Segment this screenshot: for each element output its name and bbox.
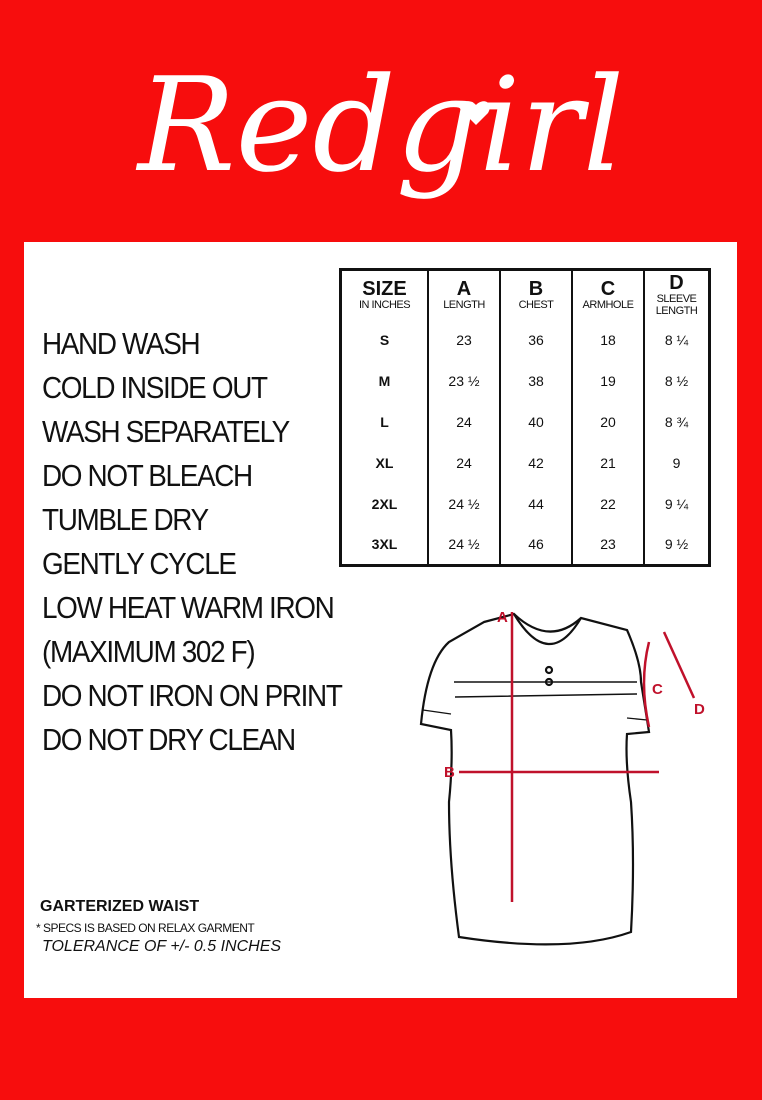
value-cell: 40 — [499, 401, 572, 443]
size-cell: S — [379, 332, 390, 348]
care-item: WASH SEPARATELY — [42, 414, 290, 449]
value-cell: 23 — [427, 319, 500, 361]
value-cell: 9 — [643, 442, 710, 484]
value-cell: 19 — [571, 360, 644, 402]
measure-lines — [459, 612, 696, 902]
care-item: HAND WASH — [42, 326, 201, 361]
size-cell: 2XL — [371, 496, 398, 512]
value-cell: 23 — [571, 524, 644, 566]
value-cell: 9 ½ — [643, 524, 710, 566]
table-row: M 23 ½ 38 19 8 ½ — [341, 360, 710, 402]
column-letter: A — [456, 278, 472, 301]
value-cell: 18 — [571, 319, 644, 361]
care-item: TUMBLE DRY — [42, 502, 209, 537]
size-cell: M — [378, 373, 391, 389]
tolerance-note: TOLERANCE OF +/- 0.5 INCHES — [42, 938, 282, 955]
size-cell: L — [380, 414, 389, 430]
column-label: SLEEVE LENGTH — [655, 293, 698, 318]
label-b: B — [444, 764, 455, 781]
value-cell: 46 — [499, 524, 572, 566]
table-row: L 24 40 20 8 ¾ — [341, 401, 710, 443]
shirt-outline — [419, 612, 651, 946]
label-d: D — [694, 701, 705, 718]
label-a: A — [497, 609, 508, 626]
shirt-diagram: A B C D — [419, 609, 705, 946]
column-label: LENGTH — [443, 299, 485, 312]
value-cell: 42 — [499, 442, 572, 484]
value-cell: 22 — [571, 483, 644, 525]
value-cell: 23 ½ — [427, 360, 500, 402]
value-cell: 24 ½ — [427, 524, 500, 566]
table-row: S 23 36 18 8 ¼ — [341, 319, 710, 361]
table-row: XL 24 42 21 9 — [341, 442, 710, 484]
value-cell: 38 — [499, 360, 572, 402]
unit-header: IN INCHES — [358, 299, 411, 312]
waist-note: GARTERIZED WAIST — [40, 898, 200, 915]
care-item: COLD INSIDE OUT — [42, 370, 268, 405]
value-cell: 36 — [499, 319, 572, 361]
size-cell: XL — [375, 455, 394, 471]
value-cell: 24 — [427, 442, 500, 484]
column-letter: B — [528, 278, 544, 301]
size-cell: 3XL — [371, 536, 398, 553]
value-cell: 24 — [427, 401, 500, 443]
care-instructions: HAND WASH COLD INSIDE OUT WASH SEPARATELY D… — [42, 322, 375, 762]
care-item: DO NOT BLEACH — [42, 458, 253, 493]
column-letter: C — [600, 278, 616, 301]
value-cell: 8 ¼ — [643, 319, 710, 361]
armhole-line — [642, 641, 651, 728]
value-cell: 20 — [571, 401, 644, 443]
care-item: DO NOT DRY CLEAN — [42, 722, 296, 757]
column-letter: D — [669, 272, 684, 295]
sleeve-line — [662, 631, 696, 699]
care-item: (MAXIMUM 302 F) — [42, 634, 256, 669]
label-c: C — [652, 681, 663, 698]
column-label: CHEST — [518, 299, 554, 312]
logo-text: Redgirl — [136, 49, 625, 201]
value-cell: 21 — [571, 442, 644, 484]
care-item: DO NOT IRON ON PRINT — [42, 678, 343, 713]
brand-logo: Redgirl — [136, 49, 625, 201]
value-cell: 24 ½ — [427, 483, 500, 525]
value-cell: 8 ½ — [643, 360, 710, 402]
table-row: 3XL 24 ½ 46 23 9 ½ — [341, 524, 710, 566]
value-cell: 44 — [499, 483, 572, 525]
notes: GARTERIZED WAIST * SPECS IS BASED ON REL… — [36, 898, 281, 956]
size-header: SIZE — [362, 278, 407, 301]
heart-icon — [462, 101, 490, 125]
value-cell: 8 ¾ — [643, 401, 710, 443]
value-cell: 9 ¼ — [643, 483, 710, 525]
table-row: 2XL 24 ½ 44 22 9 ¼ — [341, 483, 710, 525]
care-item: LOW HEAT WARM IRON — [42, 590, 335, 625]
care-item: GENTLY CYCLE — [42, 546, 237, 581]
specs-note: * SPECS IS BASED ON RELAX GARMENT — [36, 921, 255, 935]
column-label: ARMHOLE — [582, 299, 634, 312]
